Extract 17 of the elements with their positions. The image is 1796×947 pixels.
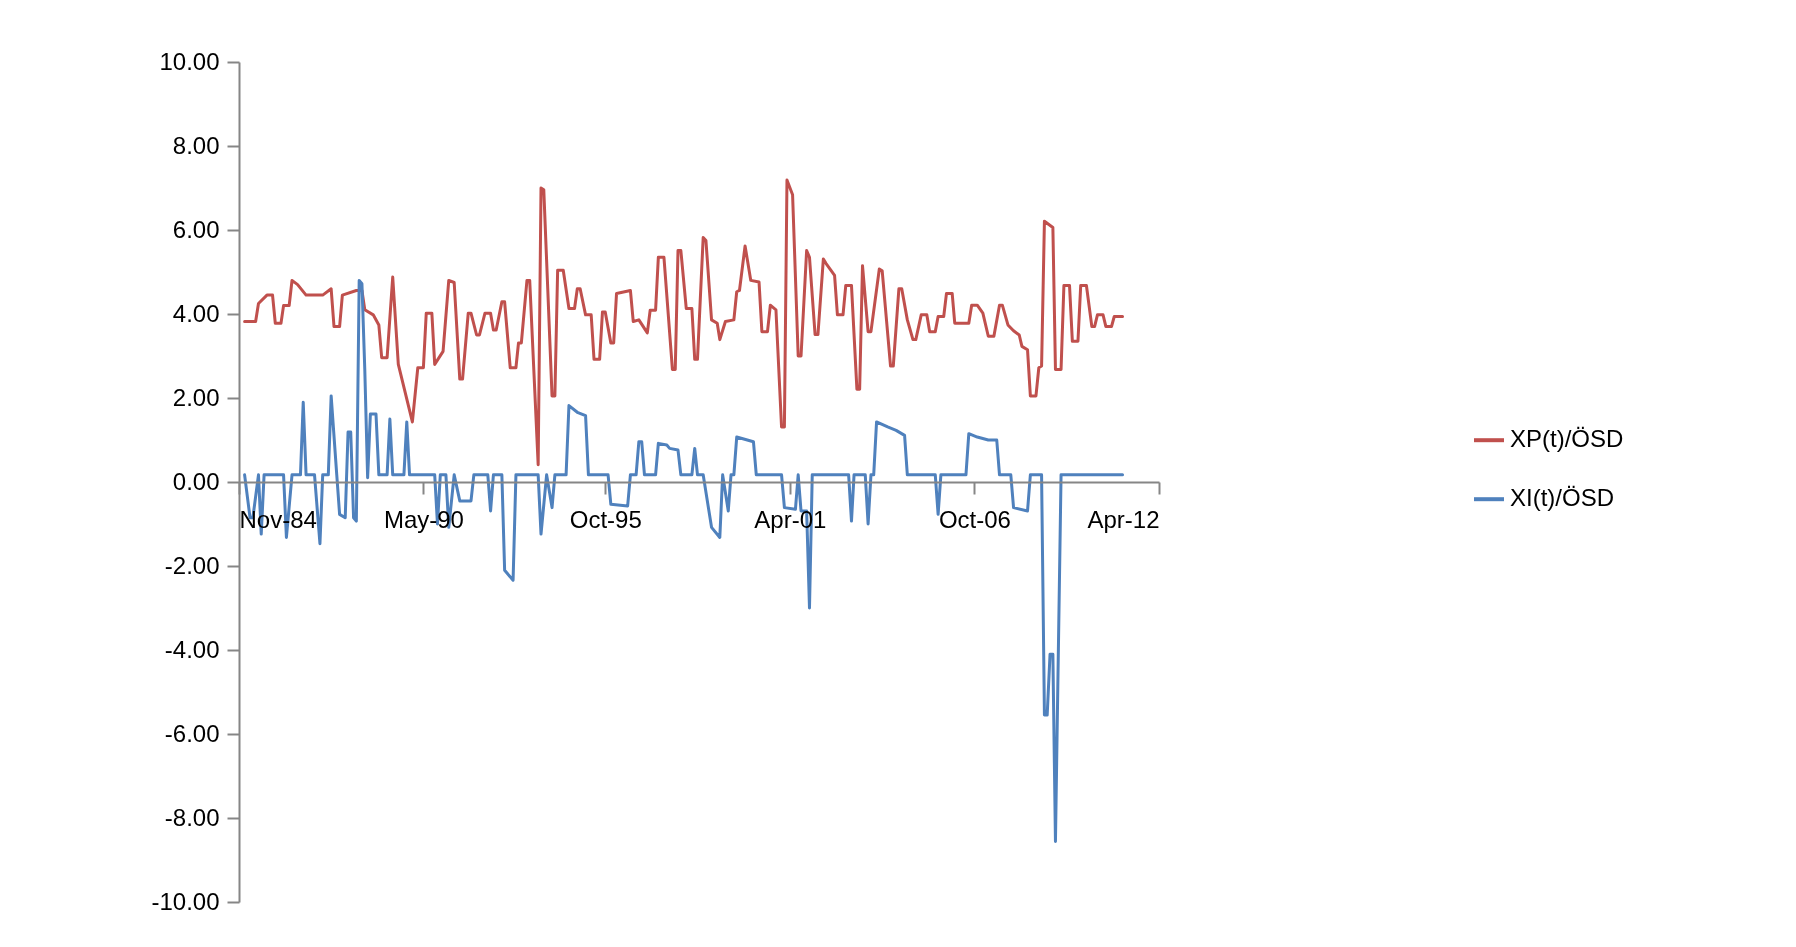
- y-tick-label: 2.00: [172, 383, 220, 411]
- y-tick-label: -8.00: [164, 803, 220, 831]
- x-tick-label: Apr-12: [1087, 505, 1160, 533]
- y-tick-label: -10.00: [151, 887, 220, 915]
- y-tick-label: -4.00: [164, 635, 220, 663]
- y-tick-label: -6.00: [164, 719, 220, 747]
- y-tick-label: -2.00: [164, 551, 220, 579]
- line-series: [243, 178, 1125, 467]
- x-tick-label: Oct-95: [569, 505, 642, 533]
- y-tick-label: 8.00: [172, 131, 220, 159]
- legend-label: XI(t)/ÖSD: [1510, 484, 1615, 512]
- y-tick-label: 0.00: [172, 467, 220, 495]
- x-tick-label: Oct-06: [938, 505, 1011, 533]
- y-tick-label: 4.00: [172, 299, 220, 327]
- y-tick-label: 10.00: [159, 47, 220, 75]
- y-tick-label: 6.00: [172, 215, 220, 243]
- legend-label: XP(t)/ÖSD: [1510, 425, 1624, 453]
